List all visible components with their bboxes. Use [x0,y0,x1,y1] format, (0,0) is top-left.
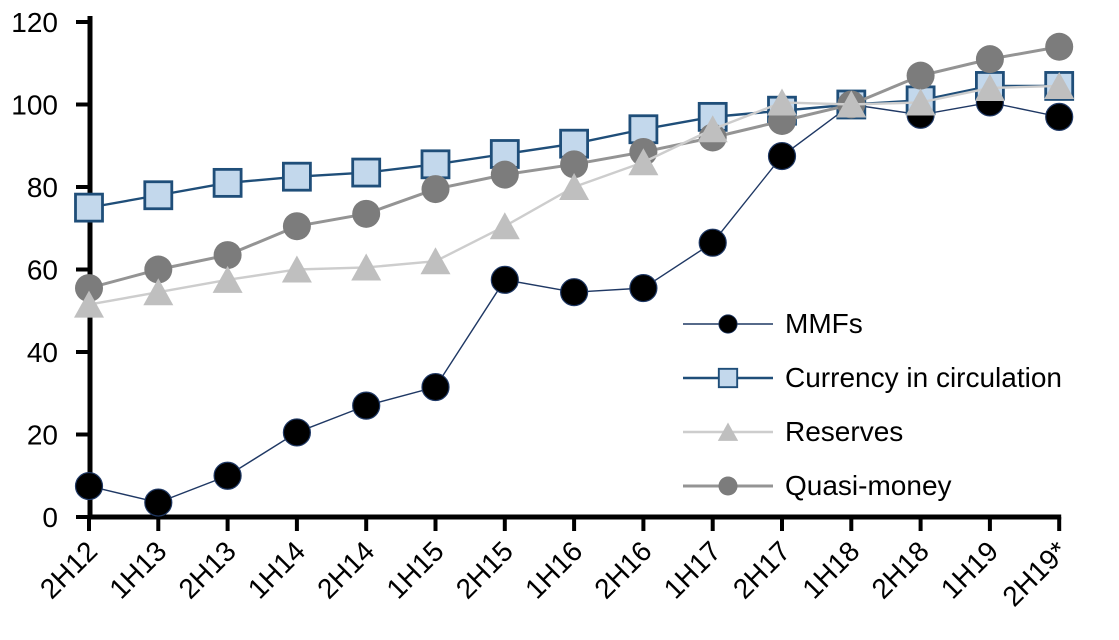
legend-label-reserves: Reserves [785,416,904,447]
series-marker-quasi-money [213,241,242,270]
y-axis-tick-label: 0 [42,502,58,533]
series-marker-mmfs [213,461,242,490]
legend-item-currency-in-circulation: Currency in circulation [681,351,1062,405]
series-marker-currency-in-circulation [281,161,312,192]
y-axis-tick-label: 40 [27,337,58,368]
series-marker-mmfs [629,273,658,303]
series-marker-quasi-money [975,45,1004,74]
series-marker-reserves [420,247,451,275]
series-marker-reserves [143,278,174,306]
series-marker-mmfs [1045,102,1074,131]
x-axis-tick-label: 2H15 [450,535,519,604]
series-marker-quasi-money [421,175,450,204]
legend-label-quasi-money: Quasi-money [785,470,952,501]
series-marker-currency-in-circulation [351,157,382,188]
legend-marker-currency-in-circulation [683,367,773,389]
x-axis-tick-label: 1H14 [242,535,311,604]
x-axis-tick-label: 2H12 [34,535,103,604]
chart-legend: MMFs Currency in circulation Reserves Qu… [681,297,1062,513]
legend-item-mmfs: MMFs [681,297,1062,351]
series-marker-reserves [974,74,1005,102]
series-marker-legend-mmfs [718,314,738,334]
series-marker-reserves [351,253,382,281]
series-marker-quasi-money [144,255,173,284]
series-quasi-money [75,32,1074,303]
series-reserves [74,71,1075,318]
legend-item-quasi-money: Quasi-money [681,459,1062,513]
x-axis-tick-label: 1H18 [796,535,865,604]
series-marker-mmfs [352,391,381,420]
y-axis-tick-label: 80 [27,172,58,203]
x-axis-tick-label: 1H19 [935,535,1004,604]
series-marker-reserves [212,265,243,293]
series-marker-mmfs [144,488,173,517]
series-marker-quasi-money [282,212,311,241]
legend-label-mmfs: MMFs [785,308,863,339]
series-marker-quasi-money [906,61,935,90]
series-marker-mmfs [559,278,589,307]
y-axis-tick-label: 120 [11,7,58,38]
series-marker-quasi-money [75,274,103,303]
series-marker-legend-currency-in-circulation [717,367,739,389]
series-marker-reserves [836,90,867,118]
x-axis-tick-label: 2H17 [727,535,796,604]
x-axis-tick-label: 2H18 [866,535,935,604]
legend-marker-quasi-money [683,476,773,496]
series-marker-currency-in-circulation [74,192,104,223]
series-marker-quasi-money [1045,32,1074,61]
x-axis-tick-label: 1H13 [103,535,172,604]
x-axis-tick-label: 2H19* [996,535,1073,612]
series-marker-reserves [767,88,797,116]
series-marker-currency-in-circulation [212,167,243,198]
x-axis-tick-label: 2H13 [173,535,242,604]
x-axis-tick-label: 2H14 [311,535,380,604]
series-marker-reserves [281,255,312,283]
series-marker-reserves [905,88,936,116]
series-marker-mmfs [74,471,104,501]
series-marker-mmfs [282,418,311,447]
x-axis-tick-label: 1H15 [380,535,449,604]
series-marker-mmfs [767,141,797,171]
series-marker-reserves [74,290,104,318]
series-marker-currency-in-circulation [489,139,520,169]
legend-marker-reserves [683,422,773,441]
y-axis-tick-label: 100 [11,90,58,121]
y-axis-tick-label: 20 [27,420,58,451]
series-marker-quasi-money [490,160,519,189]
series-marker-legend-reserves [717,422,739,441]
series-marker-reserves [697,115,728,143]
series-marker-reserves [628,148,659,176]
series-marker-mmfs [698,228,727,257]
series-marker-legend-quasi-money [718,476,738,496]
legend-marker-mmfs [683,314,773,334]
y-axis-tick-label: 60 [27,255,58,286]
x-axis-tick-label: 1H17 [658,535,727,604]
legend-label-currency-in-circulation: Currency in circulation [785,362,1062,393]
series-marker-quasi-money [352,199,381,228]
x-axis-tick-label: 2H16 [588,535,657,604]
series-marker-currency-in-circulation [420,149,451,180]
series-marker-reserves [1044,71,1075,99]
series-marker-reserves [559,173,590,201]
series-marker-currency-in-circulation [143,180,174,211]
series-marker-quasi-money [560,150,589,179]
series-marker-reserves [489,212,520,240]
series-marker-mmfs [490,265,519,294]
series-marker-mmfs [421,372,450,402]
legend-item-reserves: Reserves [681,405,1062,459]
x-axis-tick-label: 1H16 [519,535,588,604]
